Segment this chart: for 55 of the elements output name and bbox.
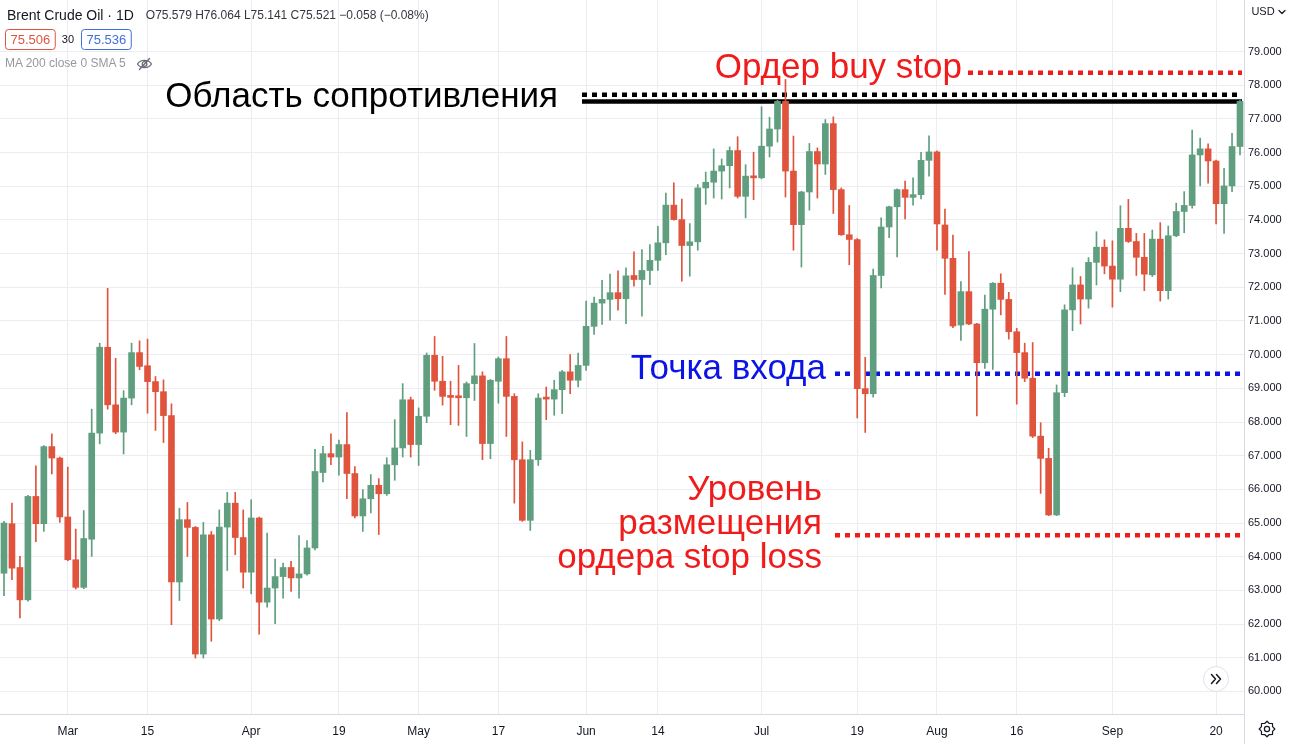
x-tick-label: Jun [576, 723, 596, 738]
y-tick-label: 70.000 [1247, 347, 1282, 360]
annotation: 75.536 [86, 31, 127, 47]
y-tick-label: 74.000 [1247, 212, 1282, 225]
x-tick-label: 16 [1010, 723, 1024, 738]
candlestick [925, 135, 933, 177]
x-tick-label: 15 [140, 723, 155, 738]
candlestick [630, 251, 638, 287]
ref-line-label: Ордер buy stop [714, 46, 962, 86]
y-tick-label: 68.000 [1247, 415, 1282, 428]
y-axis-title: USD [1251, 5, 1275, 18]
y-tick-label: 62.000 [1247, 617, 1282, 630]
x-tick-label: Sep [1101, 723, 1124, 738]
x-tick-label: Apr [241, 723, 261, 738]
y-tick-label: 73.000 [1247, 246, 1282, 259]
candlestick [638, 249, 646, 317]
x-tick-label: 19 [850, 723, 865, 738]
candlestick [614, 270, 622, 311]
y-tick-label: 60.000 [1247, 684, 1282, 697]
y-tick-label: 71.000 [1247, 313, 1282, 326]
text: O75.579 H76.064 L75.141 C75.521 −0.058 (−0.08%) [145, 8, 429, 23]
y-tick-label: 67.000 [1247, 448, 1282, 461]
y-tick-label: 76.000 [1247, 145, 1282, 158]
text: Brent Crude Oil · 1D [7, 6, 134, 23]
y-tick-label: 72.000 [1247, 280, 1282, 293]
x-tick-label: 19 [332, 723, 346, 738]
candlestick [566, 354, 574, 395]
x-tick-label: 14 [651, 723, 665, 738]
y-tick-label: 63.000 [1247, 583, 1282, 596]
x-tick-label: 20 [1209, 723, 1224, 738]
x-tick-label: Mar [57, 723, 79, 738]
x-tick-label: Aug [926, 723, 948, 738]
candlestick [606, 273, 614, 321]
annotation: 75.506 [10, 31, 51, 47]
ref-line-label: Уровень размещения ордера stop loss [557, 467, 822, 575]
y-tick-label: 79.000 [1247, 44, 1282, 57]
candlestick [263, 532, 271, 608]
y-tick-label: 69.000 [1247, 381, 1282, 394]
y-tick-label: 64.000 [1247, 549, 1282, 562]
y-tick-label: 78.000 [1247, 78, 1282, 91]
y-tick-label: 61.000 [1247, 650, 1282, 663]
annotation: MA 200 close 0 SMA 5 [5, 56, 127, 71]
ref-line-label: Область сопротивления [165, 75, 558, 115]
y-tick-label: 75.000 [1247, 179, 1282, 192]
annotation: 30 [61, 33, 75, 46]
x-tick-label: 17 [491, 723, 506, 738]
candlestick [901, 180, 909, 220]
x-tick-label: May [407, 723, 430, 738]
ref-line-label: Точка входа [630, 347, 827, 387]
y-tick-label: 66.000 [1247, 482, 1282, 495]
x-tick-label: Jul [753, 723, 770, 738]
y-tick-label: 65.000 [1247, 516, 1282, 529]
candlestick [375, 478, 383, 535]
candlestick [909, 177, 917, 206]
y-tick-label: 77.000 [1247, 111, 1282, 124]
